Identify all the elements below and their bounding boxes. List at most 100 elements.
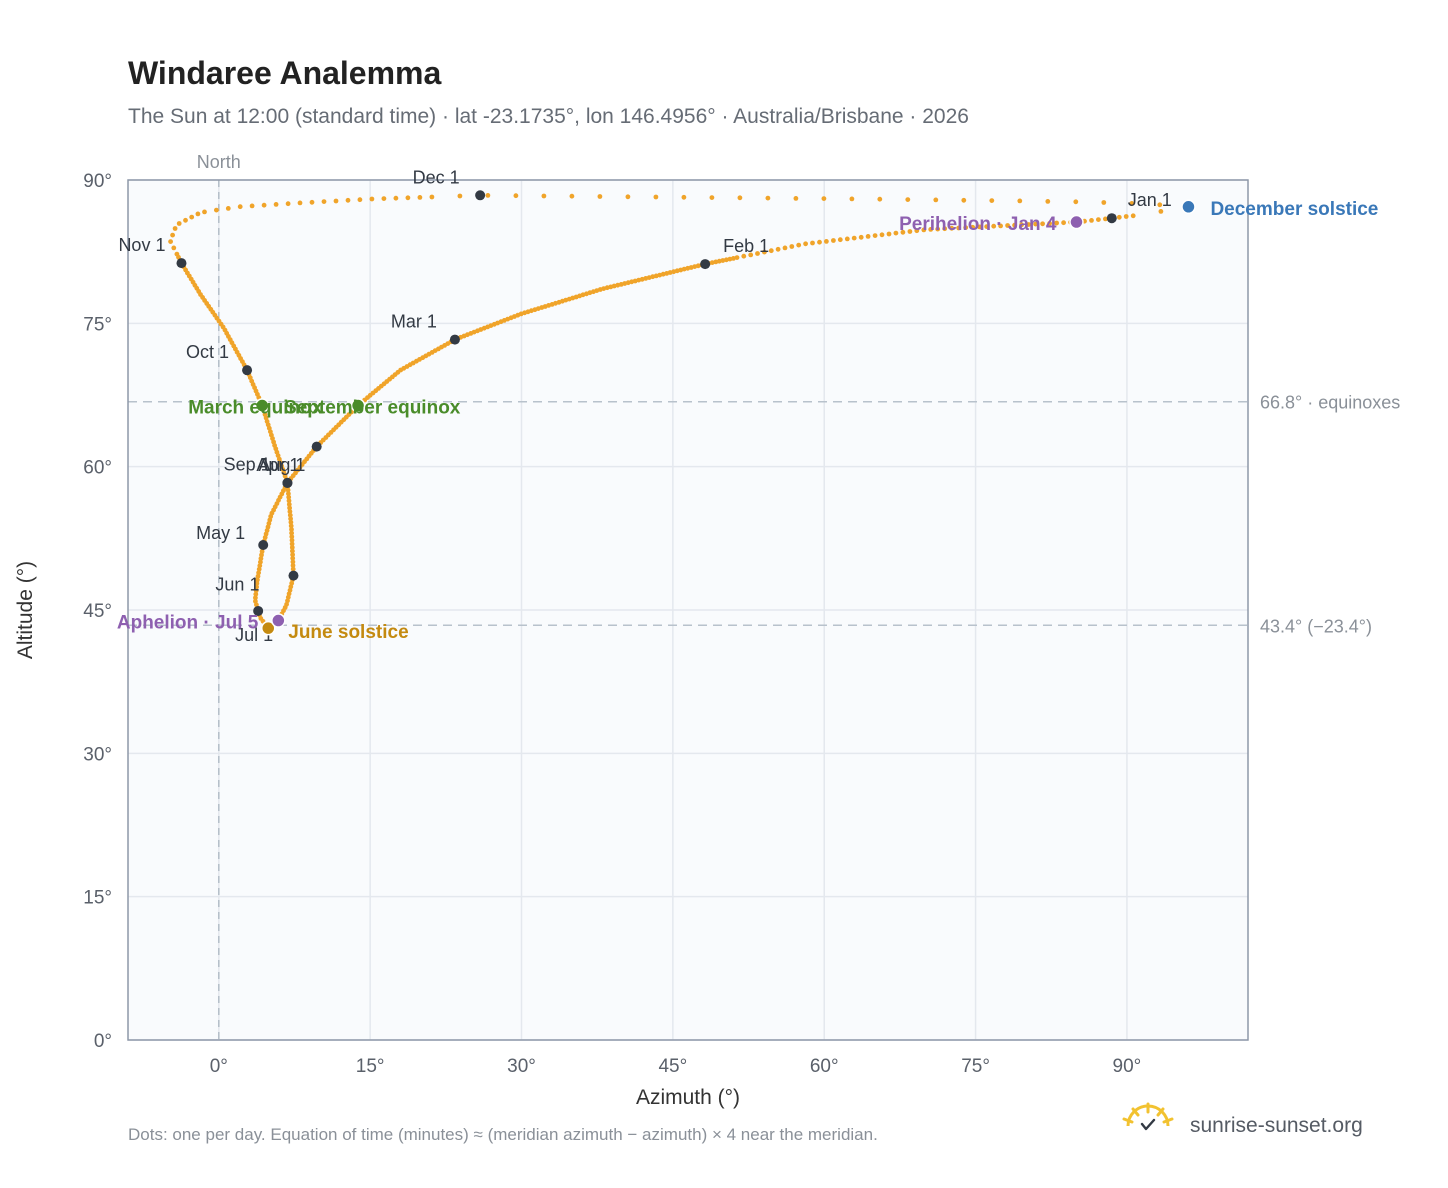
daily-dot	[176, 221, 182, 226]
y-tick-label: 45°	[83, 601, 112, 622]
daily-dot	[417, 195, 423, 200]
daily-dot	[1157, 202, 1163, 208]
daily-dot	[258, 556, 264, 561]
daily-dot	[254, 581, 260, 586]
daily-dot	[168, 239, 174, 245]
sun-logo-icon	[1122, 1102, 1174, 1131]
event-marker-label: Aphelion · Jul 5	[117, 613, 259, 634]
daily-dot	[914, 228, 920, 234]
month-marker-dot	[288, 570, 299, 581]
daily-dot	[1061, 220, 1066, 226]
event-marker-dot	[254, 398, 270, 413]
daily-dot	[748, 252, 754, 258]
month-marker-label: Oct 1	[186, 342, 229, 362]
month-marker-dot	[176, 258, 187, 269]
daily-dot	[541, 193, 547, 199]
daily-dot	[1158, 209, 1164, 214]
month-marker-label: Jan 1	[1128, 190, 1172, 210]
daily-dot	[369, 196, 375, 202]
daily-dot	[286, 491, 291, 497]
daily-dot	[202, 209, 207, 215]
daily-dot	[844, 236, 850, 242]
x-tick-label: 0°	[210, 1056, 228, 1077]
daily-dot	[709, 260, 715, 265]
daily-dot	[653, 194, 659, 200]
daily-dot	[893, 230, 899, 236]
daily-dot	[1033, 221, 1038, 227]
meridian-label: North	[197, 152, 241, 172]
daily-dot	[905, 197, 911, 203]
daily-dot	[1129, 201, 1135, 206]
daily-dot	[1116, 214, 1122, 220]
month-marker-dot	[253, 605, 264, 616]
y-tick-label: 90°	[83, 171, 112, 192]
daily-dot	[290, 548, 295, 554]
daily-dot	[921, 227, 927, 233]
daily-dot	[357, 197, 363, 203]
daily-dot	[569, 193, 575, 199]
daily-dot	[290, 559, 296, 565]
daily-dot	[765, 195, 771, 201]
daily-dot	[1045, 199, 1051, 204]
daily-dot	[1005, 223, 1010, 228]
daily-dot	[288, 523, 294, 529]
x-tick-label: 60°	[810, 1056, 839, 1077]
month-marker-label: Apr 1	[256, 455, 299, 475]
daily-dot	[254, 584, 259, 590]
daily-dot	[256, 566, 262, 572]
daily-dot	[253, 595, 258, 601]
daily-dot	[253, 588, 259, 593]
daily-dot	[457, 193, 463, 199]
daily-dot	[803, 241, 808, 247]
daily-dot	[933, 197, 939, 203]
daily-dot	[824, 239, 829, 244]
daily-dot	[782, 245, 788, 251]
daily-dot	[1103, 216, 1108, 222]
daily-dot	[681, 194, 687, 200]
daily-dot	[288, 519, 294, 525]
daily-dot	[963, 225, 969, 231]
x-tick-label: 90°	[1113, 1056, 1142, 1077]
daily-dot	[289, 545, 295, 550]
reference-lines: North 66.8° · equinoxes 43.4° (−23.4°)	[128, 152, 1400, 1040]
daily-dot	[1026, 222, 1031, 227]
daily-dot	[810, 240, 815, 246]
daily-dot	[928, 227, 934, 232]
daily-dot	[755, 251, 760, 256]
month-marker-dot	[449, 334, 460, 345]
daily-dot	[991, 223, 997, 229]
daily-dot	[1047, 221, 1052, 226]
month-marker-label: Feb 1	[723, 236, 769, 256]
daily-dot	[775, 246, 781, 252]
event-markers: December solstice Perihelion · Jan 4 March…	[117, 199, 1379, 643]
daily-dot	[977, 224, 983, 230]
daily-dot	[849, 196, 855, 202]
daily-dot	[900, 229, 906, 235]
daily-dot	[297, 200, 303, 206]
daily-dot	[907, 229, 913, 234]
daily-dot	[821, 196, 827, 202]
analemma-dots	[168, 193, 1191, 630]
daily-dot	[429, 194, 435, 200]
daily-dot	[285, 201, 291, 207]
daily-dot	[225, 206, 231, 211]
month-marker-dot	[311, 441, 322, 452]
daily-dot	[734, 255, 740, 260]
y-axis-ticks: 0° 15° 30° 45° 60° 75° 90°	[83, 171, 112, 1052]
daily-dot	[817, 239, 822, 245]
month-marker-label: Nov 1	[118, 235, 165, 255]
daily-dot	[879, 232, 885, 238]
daily-dot	[793, 196, 799, 201]
daily-dot	[1019, 222, 1024, 228]
daily-dot	[935, 226, 941, 232]
daily-dot	[625, 194, 631, 200]
x-axis-ticks: 0° 15° 30° 45° 60° 75° 90°	[210, 1056, 1142, 1077]
daily-dot	[741, 253, 747, 259]
month-marker-label: Aug 1	[258, 455, 305, 475]
daily-dot	[1089, 218, 1094, 223]
daily-dot	[290, 563, 296, 568]
plot-frame	[127, 179, 1249, 1041]
event-marker-dot	[1069, 214, 1084, 230]
daily-dot	[831, 238, 836, 243]
